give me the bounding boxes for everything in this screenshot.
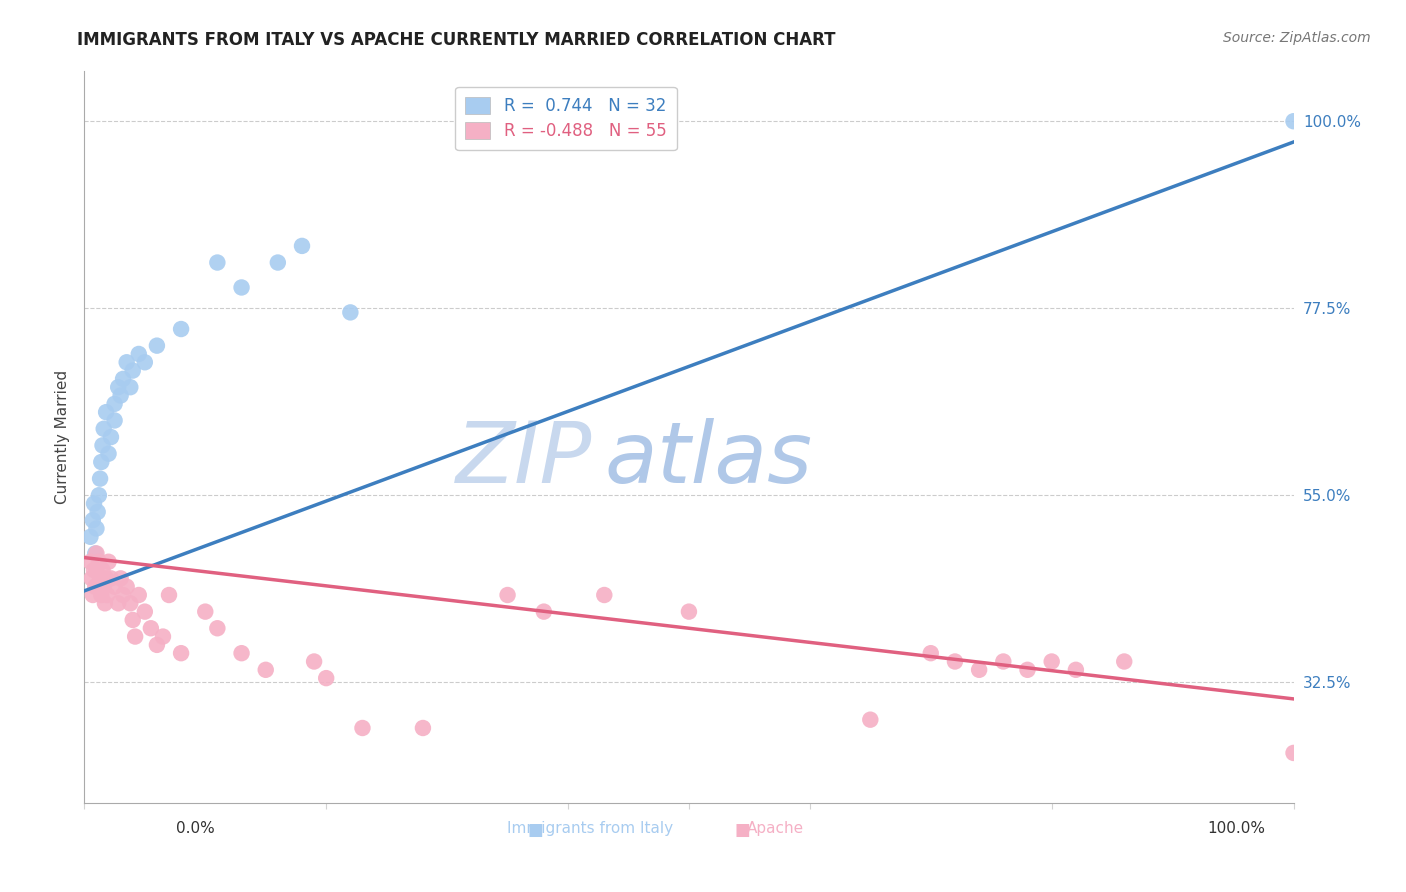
Point: [207, 621, 229, 635]
Text: ZIP: ZIP: [456, 417, 592, 500]
Point: [94, 596, 117, 610]
Point: [104, 413, 127, 427]
Point: [91, 563, 114, 577]
Point: [107, 596, 129, 610]
Point: [87, 488, 110, 502]
Point: [302, 655, 325, 669]
Point: [170, 646, 193, 660]
Point: [90, 455, 112, 469]
Point: [89, 472, 111, 486]
Point: [152, 630, 174, 644]
Point: [1017, 663, 1039, 677]
Point: [146, 338, 169, 352]
Text: Apache: Apache: [747, 821, 804, 836]
Text: atlas: atlas: [605, 417, 813, 500]
Point: [107, 380, 129, 394]
Point: [115, 355, 138, 369]
Text: IMMIGRANTS FROM ITALY VS APACHE CURRENTLY MARRIED CORRELATION CHART: IMMIGRANTS FROM ITALY VS APACHE CURRENTL…: [77, 31, 835, 49]
Text: Immigrants from Italy: Immigrants from Italy: [506, 821, 673, 836]
Point: [533, 605, 555, 619]
Point: [231, 646, 253, 660]
Point: [967, 663, 990, 677]
Point: [83, 497, 105, 511]
Text: ■: ■: [527, 821, 543, 838]
Point: [352, 721, 374, 735]
Point: [86, 546, 108, 560]
Point: [79, 530, 101, 544]
Point: [96, 588, 118, 602]
Point: [104, 580, 127, 594]
Point: [593, 588, 616, 602]
Point: [231, 280, 253, 294]
Point: [1114, 655, 1136, 669]
Point: [84, 580, 107, 594]
Point: [94, 405, 117, 419]
Point: [291, 239, 314, 253]
Point: [128, 347, 150, 361]
Y-axis label: Currently Married: Currently Married: [55, 370, 70, 504]
Point: [115, 580, 138, 594]
Point: [97, 447, 120, 461]
Point: [267, 255, 290, 269]
Point: [94, 571, 117, 585]
Point: [993, 655, 1015, 669]
Point: [87, 555, 110, 569]
Point: [134, 355, 156, 369]
Point: [86, 580, 108, 594]
Point: [83, 563, 105, 577]
Point: [100, 430, 122, 444]
Point: [112, 588, 135, 602]
Point: [93, 422, 115, 436]
Point: [112, 372, 135, 386]
Text: ■: ■: [734, 821, 751, 838]
Point: [84, 546, 107, 560]
Point: [104, 397, 127, 411]
Point: [1282, 746, 1305, 760]
Point: [100, 571, 122, 585]
Point: [412, 721, 434, 735]
Text: Source: ZipAtlas.com: Source: ZipAtlas.com: [1223, 31, 1371, 45]
Point: [80, 571, 103, 585]
Point: [121, 613, 143, 627]
Point: [89, 571, 111, 585]
Point: [139, 621, 162, 635]
Point: [1282, 114, 1305, 128]
Point: [110, 571, 132, 585]
Point: [82, 513, 104, 527]
Point: [120, 596, 142, 610]
Point: [121, 363, 143, 377]
Point: [1040, 655, 1063, 669]
Point: [124, 630, 146, 644]
Point: [496, 588, 519, 602]
Point: [920, 646, 942, 660]
Point: [93, 580, 115, 594]
Point: [146, 638, 169, 652]
Point: [91, 438, 114, 452]
Point: [1064, 663, 1087, 677]
Point: [207, 255, 229, 269]
Point: [170, 322, 193, 336]
Point: [134, 605, 156, 619]
Point: [120, 380, 142, 394]
Text: 0.0%: 0.0%: [176, 821, 215, 836]
Point: [678, 605, 700, 619]
Point: [194, 605, 217, 619]
Text: 100.0%: 100.0%: [1208, 821, 1265, 836]
Point: [315, 671, 337, 685]
Point: [86, 563, 108, 577]
Point: [97, 555, 120, 569]
Point: [943, 655, 966, 669]
Point: [86, 505, 108, 519]
Point: [128, 588, 150, 602]
Point: [86, 521, 108, 535]
Point: [254, 663, 277, 677]
Point: [157, 588, 180, 602]
Point: [79, 555, 101, 569]
Point: [339, 305, 361, 319]
Legend: R =  0.744   N = 32, R = -0.488   N = 55: R = 0.744 N = 32, R = -0.488 N = 55: [456, 87, 676, 150]
Point: [110, 388, 132, 402]
Point: [90, 588, 112, 602]
Point: [82, 588, 104, 602]
Point: [859, 713, 882, 727]
